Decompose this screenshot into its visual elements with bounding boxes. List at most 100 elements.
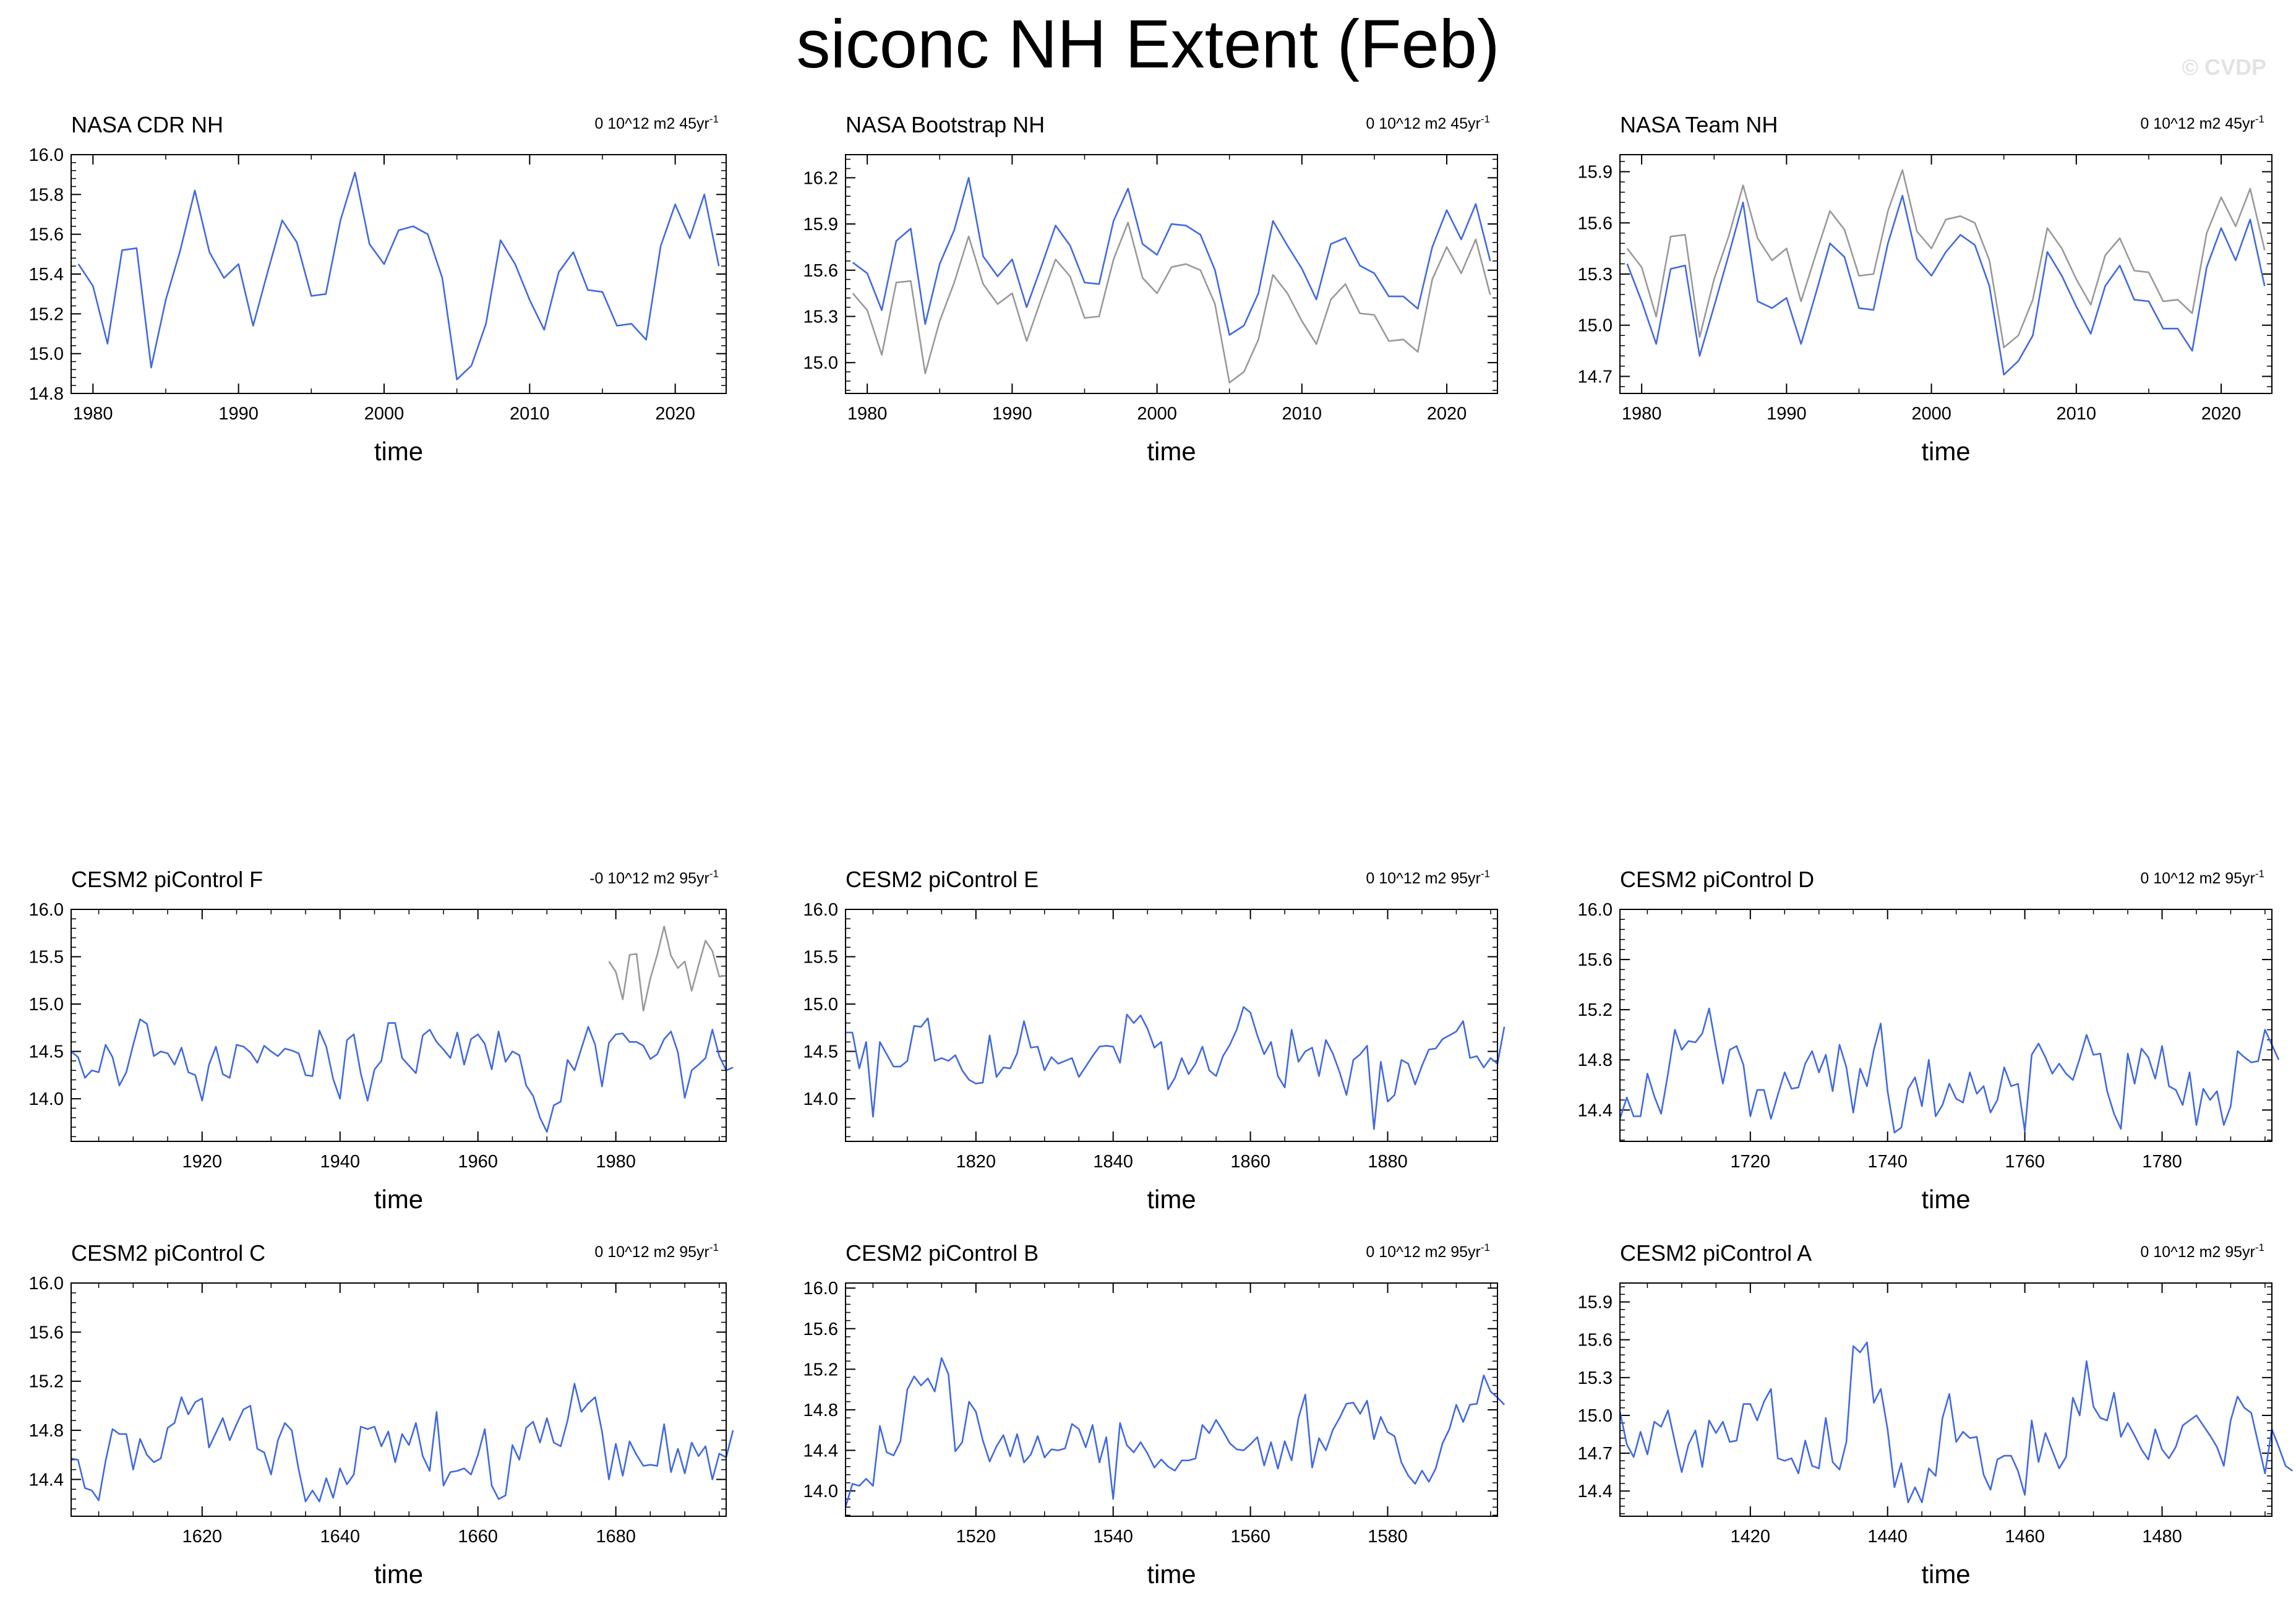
y-tick-label: 15.5 [29,948,64,968]
panel-title: CESM2 piControl E [846,867,1039,892]
trend-label: 0 10^12 m2 45yr-1 [2140,113,2264,132]
panel-6: CESM2 piControl D 0 10^12 m2 95yr-1 14.4 14… [1578,867,2280,1214]
trend-label: 0 10^12 m2 45yr-1 [594,113,719,132]
trend-exponent: -1 [1481,1242,1490,1253]
y-tick-label: 15.9 [1578,163,1613,182]
x-tick-label: 1480 [2142,1527,2182,1547]
y-tick-label: 16.0 [803,1279,838,1298]
panel-7: CESM2 piControl C 0 10^12 m2 95yr-1 14.4 14… [29,1240,734,1589]
y-tick-label: 14.0 [803,1482,838,1501]
y-tick-label: 14.5 [803,1042,838,1062]
y-tick-label: 16.2 [803,168,838,188]
y-tick-label: 15.5 [803,948,838,968]
x-tick-label: 1990 [218,404,259,424]
x-axis-label: time [1921,1560,1970,1589]
y-tick-label: 15.4 [29,265,64,285]
x-tick-label: 2020 [655,404,695,424]
x-axis-label: time [1147,437,1196,466]
trend-label: 0 10^12 m2 95yr-1 [1366,1242,1490,1261]
trend-label: 0 10^12 m2 95yr-1 [594,1242,719,1261]
trend-exponent: -1 [1481,868,1490,880]
panel-3: NASA Team NH 0 10^12 m2 45yr-1 14.7 15.0 15.… [1578,112,2272,466]
trend-exponent: -1 [2255,113,2264,125]
x-tick-label: 1760 [2005,1152,2045,1172]
plot-frame [1619,154,2272,394]
trend-value: 0 10^12 m2 95yr [1366,1243,1480,1261]
x-tick-label: 1990 [992,404,1032,424]
y-tick-label: 14.8 [29,384,64,404]
series-line [1626,169,2266,348]
y-tick-label: 15.0 [803,353,838,373]
trend-label: 0 10^12 m2 95yr-1 [1366,868,1490,887]
x-tick-label: 1820 [956,1152,996,1172]
x-axis-label: time [1147,1185,1196,1214]
trend-label: 0 10^12 m2 95yr-1 [2140,1242,2264,1261]
x-tick-label: 2010 [2057,404,2097,424]
trend-exponent: -1 [2255,868,2264,880]
y-tick-label: 15.3 [1578,1368,1613,1388]
y-tick-label: 16.0 [803,900,838,920]
x-tick-label: 1660 [458,1527,498,1547]
y-tick-label: 16.0 [1578,900,1613,920]
y-tick-label: 15.2 [29,1372,64,1392]
x-tick-label: 2010 [510,404,550,424]
y-tick-label: 15.6 [29,1323,64,1342]
x-axis-label: time [374,1560,423,1589]
series-line [1619,1341,2294,1503]
y-tick-label: 16.0 [29,900,64,920]
plot-frame [1619,1282,2272,1517]
y-tick-label: 15.0 [1578,1406,1613,1426]
x-tick-label: 1880 [1368,1152,1408,1172]
x-tick-label: 1980 [847,404,888,424]
y-tick-label: 14.8 [803,1401,838,1420]
x-tick-label: 1640 [320,1527,360,1547]
y-tick-label: 16.0 [29,145,64,165]
x-tick-label: 1620 [182,1527,223,1547]
x-tick-label: 1440 [1867,1527,1908,1547]
y-tick-label: 15.0 [803,995,838,1015]
y-tick-label: 14.5 [29,1042,64,1062]
y-tick-label: 15.6 [1578,1331,1613,1350]
y-tick-label: 15.0 [29,345,64,364]
x-axis-label: time [374,1185,423,1214]
panel-title: NASA CDR NH [71,112,223,137]
y-tick-label: 14.4 [803,1441,838,1461]
y-tick-label: 15.0 [29,995,64,1015]
plot-frame [845,909,1498,1142]
series-line [1626,194,2266,376]
y-tick-label: 14.0 [29,1089,64,1109]
x-tick-label: 1960 [458,1152,498,1172]
y-tick-label: 15.6 [1578,950,1613,970]
y-tick-label: 15.6 [29,225,64,245]
panel-9: CESM2 piControl A 0 10^12 m2 95yr-1 14.4 14… [1578,1240,2294,1589]
series-line [71,1383,734,1503]
panel-8: CESM2 piControl B 0 10^12 m2 95yr-1 14.0 14… [803,1240,1506,1589]
plot-frame [845,1282,1498,1517]
y-tick-label: 14.7 [1578,1444,1613,1464]
y-tick-label: 14.4 [29,1470,64,1490]
x-tick-label: 1680 [596,1527,636,1547]
x-axis-label: time [1921,1185,1970,1214]
series-line [852,221,1491,384]
y-tick-label: 15.2 [29,304,64,324]
plot-frame [71,154,727,394]
y-tick-label: 16.0 [29,1274,64,1294]
y-tick-label: 15.6 [1578,213,1613,233]
panel-title: CESM2 piControl A [1620,1240,1812,1266]
series-line [852,177,1491,336]
y-tick-label: 15.0 [1578,316,1613,336]
trend-value: 0 10^12 m2 45yr [594,115,709,132]
x-tick-label: 2000 [1911,404,1951,424]
x-tick-label: 1980 [73,404,113,424]
panel-1: NASA CDR NH 0 10^12 m2 45yr-1 14.8 15.0 15.2… [29,112,727,466]
y-tick-label: 14.8 [29,1421,64,1441]
x-tick-label: 1940 [320,1152,360,1172]
y-tick-label: 15.8 [29,185,64,205]
x-tick-label: 2000 [1137,404,1177,424]
x-tick-label: 2010 [1282,404,1322,424]
series-line [608,925,727,1012]
x-tick-label: 1980 [1622,404,1662,424]
y-tick-label: 15.2 [1578,1000,1613,1020]
series-line [71,1018,734,1133]
